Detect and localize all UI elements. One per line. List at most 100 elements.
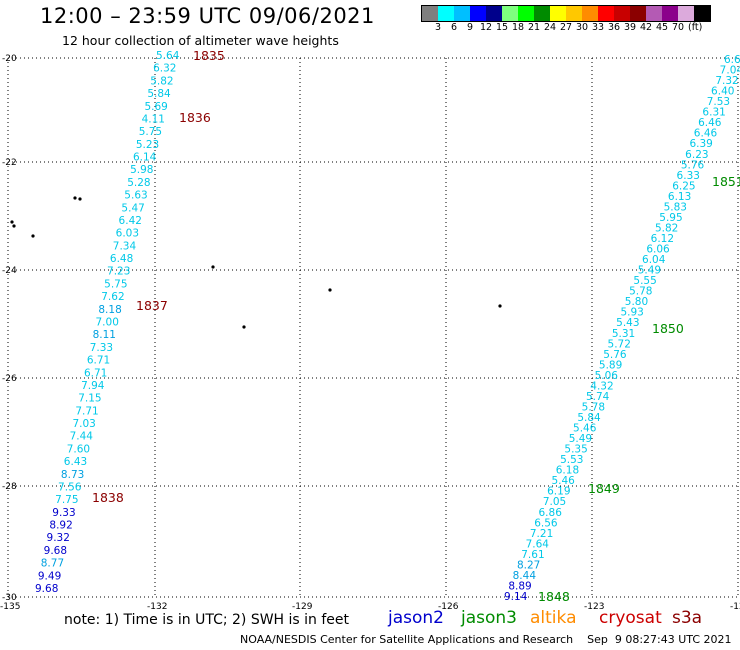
lat-label: -20 <box>2 54 17 64</box>
wave-height-value: 6.46 <box>698 117 722 129</box>
color-swatch <box>646 6 662 21</box>
lon-label: -132 <box>147 602 167 612</box>
wave-height-value: 5.75 <box>139 126 162 138</box>
wave-height-value: 7.04 <box>720 65 740 77</box>
wave-height-value: 7.15 <box>78 393 101 405</box>
wave-height-value: 5.76 <box>603 349 627 361</box>
wave-height-value: 9.49 <box>38 570 61 582</box>
color-swatch <box>662 6 678 21</box>
wave-height-value: 5.55 <box>633 275 656 287</box>
wave-height-value: 7.05 <box>543 496 566 508</box>
wave-height-value: 7.23 <box>107 266 130 278</box>
wave-height-value: 6.43 <box>64 456 87 468</box>
map-subtitle: 12 hour collection of altimeter wave hei… <box>62 33 339 48</box>
wave-height-value: 5.78 <box>582 401 605 413</box>
lon-label: -129 <box>292 602 313 612</box>
lat-label: -24 <box>2 266 17 276</box>
color-scale-label: 39 <box>624 22 637 33</box>
color-scale-label: (ft) <box>688 22 703 33</box>
wave-height-value: 7.32 <box>715 75 738 87</box>
wave-height-value: 7.00 <box>96 317 119 329</box>
lat-label: -28 <box>2 482 17 492</box>
color-scale-label: 3 <box>435 22 442 33</box>
wave-height-value: 6.40 <box>711 86 734 98</box>
color-scale-label: 42 <box>640 22 653 33</box>
wave-height-value: 6.71 <box>87 355 110 367</box>
color-scale-label: 15 <box>496 22 509 33</box>
wave-height-value: 7.33 <box>90 342 113 354</box>
wave-height-value: 6.23 <box>685 149 708 161</box>
color-swatch <box>438 6 454 21</box>
lon-label: -126 <box>438 602 459 612</box>
wave-height-value: 8.18 <box>98 304 121 316</box>
color-scale-label: 70 <box>672 22 685 33</box>
time-label: 1836 <box>179 110 211 125</box>
footer-note: note: 1) Time is in UTC; 2) SWH is in fe… <box>64 612 350 628</box>
lat-label: -22 <box>2 158 17 168</box>
island-dot <box>73 196 77 200</box>
wave-height-value: 6.32 <box>153 63 176 75</box>
lon-label: -123 <box>584 602 604 612</box>
island-dot <box>10 220 14 224</box>
wave-height-value: 5.69 <box>144 101 167 113</box>
wave-height-value: 5.95 <box>659 212 682 224</box>
wave-height-value: 5.49 <box>638 265 661 277</box>
wave-height-value: 5.93 <box>620 307 643 319</box>
wave-height-value: 5.28 <box>127 177 150 189</box>
left-satellite-track: 5.646.325.825.845.694.115.755.236.145.98… <box>35 48 225 595</box>
wave-height-value: 6.48 <box>110 253 133 265</box>
map-title: 12:00 – 23:59 UTC 09/06/2021 <box>40 4 375 28</box>
wave-height-value: 6.06 <box>646 244 670 256</box>
lat-label: -26 <box>2 374 17 384</box>
color-swatch <box>598 6 614 21</box>
wave-height-value: 6.13 <box>668 191 691 203</box>
wave-height-value: 6.42 <box>119 215 142 227</box>
wave-height-value: 6.39 <box>689 138 712 150</box>
wave-height-value: 6.14 <box>133 152 157 164</box>
island-dot <box>12 224 16 228</box>
wave-height-value: 4.32 <box>590 380 613 392</box>
wave-height-value: 5.53 <box>560 454 583 466</box>
color-scale-label: 30 <box>576 22 589 33</box>
color-scale-bar <box>421 5 711 22</box>
wave-height-value: 5.46 <box>551 475 575 487</box>
wave-height-value: 5.46 <box>573 423 597 435</box>
wave-height-value: 7.61 <box>521 549 544 561</box>
wave-height-value: 5.83 <box>664 201 687 213</box>
wave-height-value: 5.74 <box>586 391 610 403</box>
wave-height-value: 7.21 <box>530 528 553 540</box>
wave-height-value: 6.12 <box>651 233 674 245</box>
wave-height-value: 5.49 <box>569 433 592 445</box>
island-dot <box>498 304 502 308</box>
wave-height-value: 5.82 <box>655 222 678 234</box>
color-swatch <box>678 6 694 21</box>
wave-height-value: 7.62 <box>101 291 124 303</box>
color-scale-label: 9 <box>467 22 474 33</box>
color-scale-label: 24 <box>544 22 557 33</box>
wave-height-value: 5.47 <box>121 202 144 214</box>
time-label: 1838 <box>92 490 124 505</box>
islands <box>10 196 502 329</box>
wave-height-value: 7.60 <box>67 443 90 455</box>
wave-height-value: 9.68 <box>44 545 67 557</box>
wave-height-value: 8.73 <box>61 469 84 481</box>
color-scale-labels: 3 6 9 12 15 18 21 24 27 30 33 36 39 42 45 70 (ft) <box>421 22 740 34</box>
island-dot <box>211 265 215 269</box>
credit-line: NOAA/NESDIS Center for Satellite Applica… <box>240 633 732 646</box>
color-swatch <box>582 6 598 21</box>
wave-height-value: 5.23 <box>136 139 159 151</box>
wave-height-value: 9.32 <box>47 532 70 544</box>
time-label: 1851 <box>712 174 740 189</box>
color-scale-label: 27 <box>560 22 573 33</box>
time-label: 1848 <box>538 589 570 604</box>
wave-height-value: 5.64 <box>156 50 180 62</box>
color-swatch <box>614 6 630 21</box>
wave-height-value: 5.84 <box>577 412 601 424</box>
wave-height-value: 8.89 <box>508 580 531 592</box>
color-scale-label: 33 <box>592 22 605 33</box>
color-swatch <box>454 6 470 21</box>
color-swatch <box>502 6 518 21</box>
wave-height-value: 5.84 <box>147 88 171 100</box>
wave-height-value: 6.18 <box>556 465 579 477</box>
